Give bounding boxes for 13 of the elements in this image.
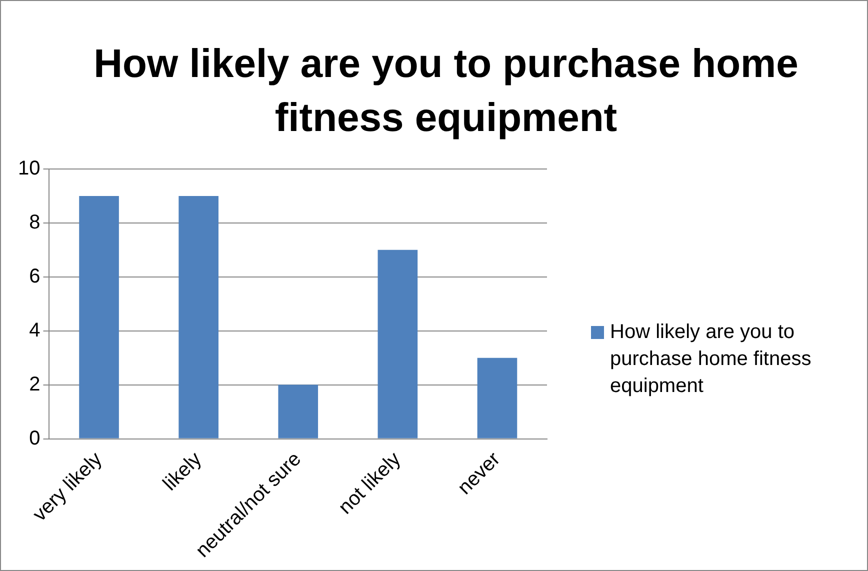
bar <box>278 384 318 438</box>
chart-title: How likely are you to purchase home fitness equipment <box>92 41 800 142</box>
bar <box>477 358 518 438</box>
bar <box>178 196 218 438</box>
y-tick-label: 4 <box>29 319 40 342</box>
y-tick-label: 0 <box>29 427 40 450</box>
y-tick-label: 2 <box>29 373 40 396</box>
y-tick-label: 10 <box>18 158 40 180</box>
y-tick-label: 6 <box>29 265 40 288</box>
bar <box>378 250 418 438</box>
legend-label: How likely are you to purchase home fitness equipment <box>610 320 812 399</box>
bar <box>79 196 119 438</box>
y-tick-label: 8 <box>29 211 40 234</box>
